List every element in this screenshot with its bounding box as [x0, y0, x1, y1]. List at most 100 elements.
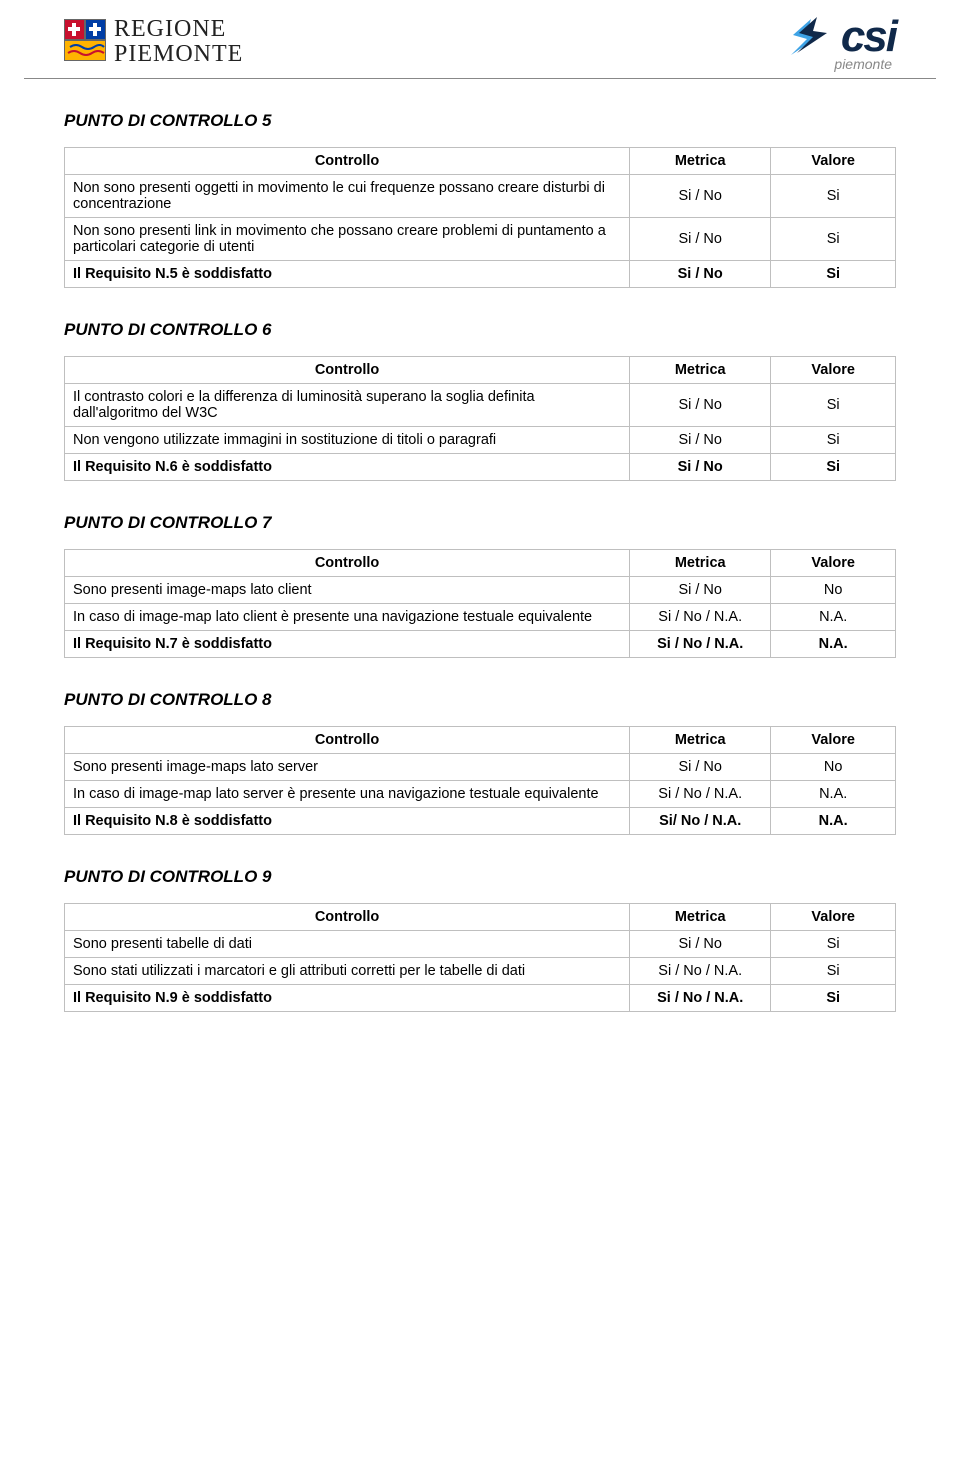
table-row: Il contrasto colori e la differenza di l…	[65, 384, 896, 427]
controllo-cell: Sono presenti image-maps lato server	[65, 754, 630, 781]
table-header-row: Controllo Metrica Valore	[65, 357, 896, 384]
controllo-cell: Sono presenti image-maps lato client	[65, 577, 630, 604]
section-title-9: PUNTO DI CONTROLLO 9	[64, 867, 896, 887]
table-header-row: Controllo Metrica Valore	[65, 727, 896, 754]
col-controllo-header: Controllo	[65, 148, 630, 175]
col-controllo-header: Controllo	[65, 904, 630, 931]
summary-row: Il Requisito N.5 è soddisfatto Si / No S…	[65, 261, 896, 288]
metrica-cell: Si / No / N.A.	[630, 604, 771, 631]
summary-row: Il Requisito N.6 è soddisfatto Si / No S…	[65, 454, 896, 481]
checkpoint-table-9: Controllo Metrica Valore Sono presenti t…	[64, 903, 896, 1012]
summary-controllo-cell: Il Requisito N.5 è soddisfatto	[65, 261, 630, 288]
summary-controllo-cell: Il Requisito N.6 è soddisfatto	[65, 454, 630, 481]
table-row: Sono presenti image-maps lato server Si …	[65, 754, 896, 781]
valore-cell: Si	[771, 218, 896, 261]
metrica-cell: Si / No	[630, 427, 771, 454]
valore-cell: No	[771, 754, 896, 781]
checkpoint-table-5: Controllo Metrica Valore Non sono presen…	[64, 147, 896, 288]
table-row: In caso di image-map lato server è prese…	[65, 781, 896, 808]
valore-cell: Si	[771, 958, 896, 985]
table-row: Non vengono utilizzate immagini in sosti…	[65, 427, 896, 454]
table-header-row: Controllo Metrica Valore	[65, 904, 896, 931]
summary-metrica-cell: Si / No	[630, 261, 771, 288]
metrica-cell: Si / No	[630, 175, 771, 218]
csi-text: csi	[841, 12, 896, 62]
metrica-cell: Si / No	[630, 577, 771, 604]
table-row: Sono presenti image-maps lato client Si …	[65, 577, 896, 604]
table-row: Sono stati utilizzati i marcatori e gli …	[65, 958, 896, 985]
csi-mark-icon	[773, 15, 835, 59]
section-title-8: PUNTO DI CONTROLLO 8	[64, 690, 896, 710]
regione-piemonte-text: REGIONE PIEMONTE	[114, 17, 243, 67]
col-metrica-header: Metrica	[630, 357, 771, 384]
summary-row: Il Requisito N.9 è soddisfatto Si / No /…	[65, 985, 896, 1012]
csi-piemonte-logo: csi piemonte	[773, 12, 896, 72]
table-row: Non sono presenti oggetti in movimento l…	[65, 175, 896, 218]
summary-controllo-cell: Il Requisito N.8 è soddisfatto	[65, 808, 630, 835]
summary-metrica-cell: Si/ No / N.A.	[630, 808, 771, 835]
csi-subtitle: piemonte	[834, 56, 892, 72]
checkpoint-table-7: Controllo Metrica Valore Sono presenti i…	[64, 549, 896, 658]
controllo-cell: Non sono presenti oggetti in movimento l…	[65, 175, 630, 218]
controllo-cell: In caso di image-map lato client è prese…	[65, 604, 630, 631]
col-valore-header: Valore	[771, 148, 896, 175]
table-header-row: Controllo Metrica Valore	[65, 148, 896, 175]
section-title-7: PUNTO DI CONTROLLO 7	[64, 513, 896, 533]
col-controllo-header: Controllo	[65, 727, 630, 754]
summary-controllo-cell: Il Requisito N.7 è soddisfatto	[65, 631, 630, 658]
col-valore-header: Valore	[771, 904, 896, 931]
valore-cell: Si	[771, 931, 896, 958]
controllo-cell: Sono stati utilizzati i marcatori e gli …	[65, 958, 630, 985]
col-valore-header: Valore	[771, 727, 896, 754]
col-metrica-header: Metrica	[630, 148, 771, 175]
controllo-cell: Sono presenti tabelle di dati	[65, 931, 630, 958]
col-metrica-header: Metrica	[630, 904, 771, 931]
valore-cell: Si	[771, 175, 896, 218]
col-controllo-header: Controllo	[65, 550, 630, 577]
checkpoint-table-8: Controllo Metrica Valore Sono presenti i…	[64, 726, 896, 835]
summary-row: Il Requisito N.7 è soddisfatto Si / No /…	[65, 631, 896, 658]
metrica-cell: Si / No	[630, 218, 771, 261]
table-row: Sono presenti tabelle di dati Si / No Si	[65, 931, 896, 958]
col-valore-header: Valore	[771, 357, 896, 384]
metrica-cell: Si / No / N.A.	[630, 781, 771, 808]
section-title-5: PUNTO DI CONTROLLO 5	[64, 111, 896, 131]
col-valore-header: Valore	[771, 550, 896, 577]
table-row: Non sono presenti link in movimento che …	[65, 218, 896, 261]
page-header: REGIONE PIEMONTE csi piemonte	[24, 0, 936, 79]
metrica-cell: Si / No	[630, 931, 771, 958]
summary-metrica-cell: Si / No / N.A.	[630, 631, 771, 658]
col-controllo-header: Controllo	[65, 357, 630, 384]
valore-cell: Si	[771, 427, 896, 454]
controllo-cell: In caso di image-map lato server è prese…	[65, 781, 630, 808]
col-metrica-header: Metrica	[630, 550, 771, 577]
checkpoint-table-6: Controllo Metrica Valore Il contrasto co…	[64, 356, 896, 481]
table-header-row: Controllo Metrica Valore	[65, 550, 896, 577]
valore-cell: Si	[771, 384, 896, 427]
piemonte-shield-icon	[64, 19, 106, 65]
summary-valore-cell: Si	[771, 454, 896, 481]
summary-valore-cell: N.A.	[771, 631, 896, 658]
summary-metrica-cell: Si / No	[630, 454, 771, 481]
valore-cell: No	[771, 577, 896, 604]
region-name-line2: PIEMONTE	[114, 42, 243, 67]
metrica-cell: Si / No	[630, 754, 771, 781]
summary-valore-cell: Si	[771, 985, 896, 1012]
valore-cell: N.A.	[771, 604, 896, 631]
valore-cell: N.A.	[771, 781, 896, 808]
summary-metrica-cell: Si / No / N.A.	[630, 985, 771, 1012]
col-metrica-header: Metrica	[630, 727, 771, 754]
metrica-cell: Si / No	[630, 384, 771, 427]
region-name-line1: REGIONE	[114, 17, 243, 42]
document-content: PUNTO DI CONTROLLO 5 Controllo Metrica V…	[0, 111, 960, 1052]
summary-row: Il Requisito N.8 è soddisfatto Si/ No / …	[65, 808, 896, 835]
summary-valore-cell: Si	[771, 261, 896, 288]
controllo-cell: Non sono presenti link in movimento che …	[65, 218, 630, 261]
summary-controllo-cell: Il Requisito N.9 è soddisfatto	[65, 985, 630, 1012]
controllo-cell: Il contrasto colori e la differenza di l…	[65, 384, 630, 427]
table-row: In caso di image-map lato client è prese…	[65, 604, 896, 631]
section-title-6: PUNTO DI CONTROLLO 6	[64, 320, 896, 340]
controllo-cell: Non vengono utilizzate immagini in sosti…	[65, 427, 630, 454]
summary-valore-cell: N.A.	[771, 808, 896, 835]
metrica-cell: Si / No / N.A.	[630, 958, 771, 985]
